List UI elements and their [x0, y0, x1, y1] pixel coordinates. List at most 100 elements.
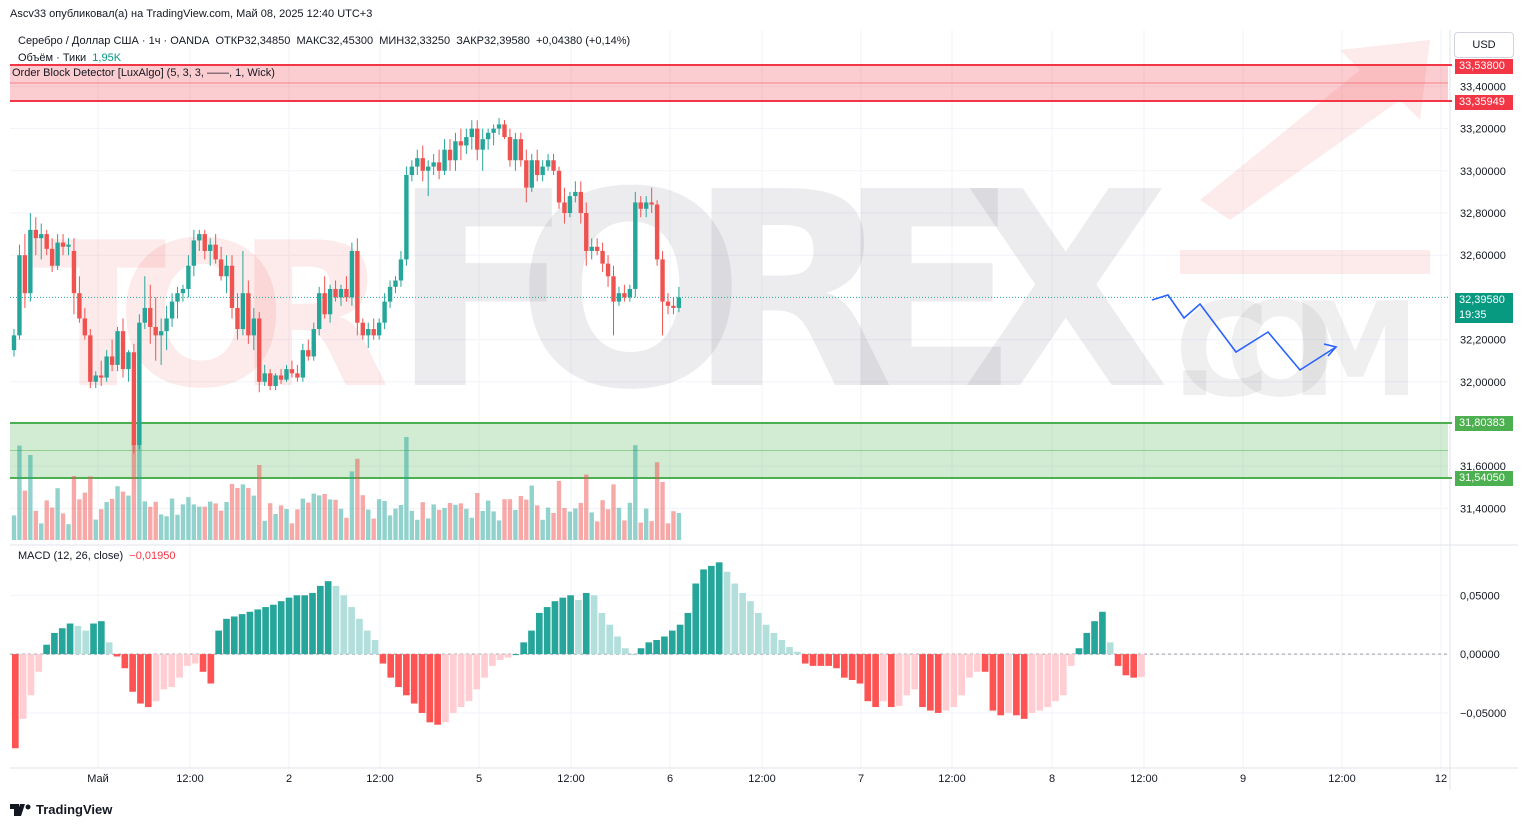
macd-axis-label: 0,05000: [1460, 590, 1500, 602]
volume-bar: [142, 501, 147, 540]
macd-histogram-bar: [786, 647, 793, 655]
volume-bar: [131, 439, 137, 540]
macd-histogram-bar: [723, 571, 731, 655]
candle-body: [535, 160, 540, 176]
time-axis-label: 12:00: [557, 773, 585, 785]
macd-histogram-bar: [543, 607, 551, 655]
macd-histogram-bar: [1052, 654, 1059, 702]
ob-top-low-tag: 33,35949: [1455, 95, 1513, 110]
volume-bar: [404, 437, 409, 540]
macd-histogram-bar: [246, 611, 254, 655]
macd-legend[interactable]: MACD (12, 26, close) −0,01950: [18, 550, 175, 562]
candle-body: [458, 141, 464, 146]
volume-bar: [115, 486, 120, 540]
candle-body: [224, 265, 229, 277]
macd-histogram-bar: [230, 616, 238, 655]
candle-body: [197, 234, 202, 241]
volume-bar: [28, 455, 33, 540]
macd-histogram-bar: [98, 621, 105, 655]
macd-histogram-bar: [418, 654, 426, 713]
symbol-name: Серебро / Доллар США · 1ч · OANDA: [18, 35, 210, 47]
price-axis-label: 32,80000: [1460, 208, 1506, 220]
volume-bar: [153, 501, 158, 540]
indicator-legend[interactable]: Order Block Detector [LuxAlgo] (5, 3, 3,…: [12, 67, 275, 79]
candle-body: [251, 318, 256, 336]
tradingview-logo[interactable]: TradingView: [10, 802, 112, 817]
volume-bar: [578, 503, 583, 540]
macd-histogram-bar: [582, 592, 590, 655]
volume-bar: [376, 499, 382, 540]
candle-body: [202, 234, 207, 251]
volume-bar: [33, 510, 38, 540]
candle-body: [404, 175, 409, 260]
volume-bar: [349, 471, 355, 540]
volume-bar: [322, 494, 327, 540]
candle-body: [611, 276, 616, 302]
time-axis-label: 9: [1240, 773, 1246, 785]
candle-body: [654, 204, 660, 260]
candle-body: [578, 191, 583, 213]
candle-body: [360, 322, 365, 336]
volume-bar: [180, 504, 186, 540]
macd-histogram-bar: [598, 612, 606, 655]
macd-histogram-bar: [254, 609, 262, 655]
volume-bar: [17, 445, 22, 540]
volume-bar: [584, 474, 589, 540]
candle-body: [246, 293, 251, 336]
watermark-tor: TOR: [30, 200, 390, 433]
candle-body: [496, 124, 502, 129]
currency-button[interactable]: USD: [1454, 32, 1514, 58]
macd-histogram-bar: [708, 565, 715, 655]
symbol-legend[interactable]: Серебро / Доллар США · 1ч · OANDA ОТКР32…: [18, 35, 630, 47]
macd-histogram-bar: [1067, 654, 1075, 666]
macd-histogram-bar: [512, 654, 520, 656]
macd-histogram-bar: [958, 654, 965, 696]
macd-histogram-bar: [449, 654, 457, 713]
volume-bar: [88, 476, 93, 540]
candle-body: [115, 331, 120, 365]
macd-histogram-bar: [794, 651, 801, 655]
candle-body: [660, 259, 665, 302]
candle-body: [600, 250, 605, 264]
macd-histogram-bar: [989, 654, 997, 711]
macd-histogram-bar: [1083, 632, 1091, 655]
candle-body: [126, 352, 131, 370]
volume-bar: [431, 504, 436, 540]
volume-bar: [22, 490, 28, 540]
time-axis-label: 8: [1049, 773, 1055, 785]
volume-bar: [665, 523, 671, 540]
close-value: ЗАКР32,39580: [456, 35, 530, 47]
candle-body: [120, 331, 126, 370]
candle-body: [158, 331, 164, 336]
candle-body: [420, 158, 425, 171]
volume-bar: [589, 512, 594, 540]
candle-body: [556, 170, 562, 203]
candle-body: [349, 250, 355, 298]
volume-bar: [594, 521, 600, 540]
volume-bar: [442, 508, 447, 540]
volume-bar: [393, 508, 398, 540]
volume-bar: [11, 515, 17, 540]
macd-histogram-bar: [895, 654, 903, 706]
volume-legend[interactable]: Объём · Тики 1,95K: [18, 52, 121, 64]
macd-histogram-bar: [668, 630, 676, 655]
volume-bar: [338, 508, 344, 540]
time-axis-label: 12: [1435, 773, 1447, 785]
volume-bar: [551, 513, 556, 540]
candle-body: [88, 335, 93, 382]
macd-histogram-bar: [606, 624, 614, 655]
macd-histogram-bar: [277, 601, 285, 655]
candle-body: [229, 265, 235, 308]
candle-body: [524, 160, 529, 188]
volume-bar: [295, 509, 300, 540]
candle-body: [573, 191, 578, 197]
candle-body: [60, 242, 66, 247]
candle-body: [567, 196, 573, 213]
macd-histogram-bar: [113, 654, 121, 657]
macd-histogram-bar: [27, 654, 35, 696]
candle-body: [545, 160, 551, 167]
macd-histogram-bar: [363, 630, 371, 655]
macd-histogram-bar: [622, 648, 629, 655]
macd-histogram-bar: [58, 628, 66, 655]
